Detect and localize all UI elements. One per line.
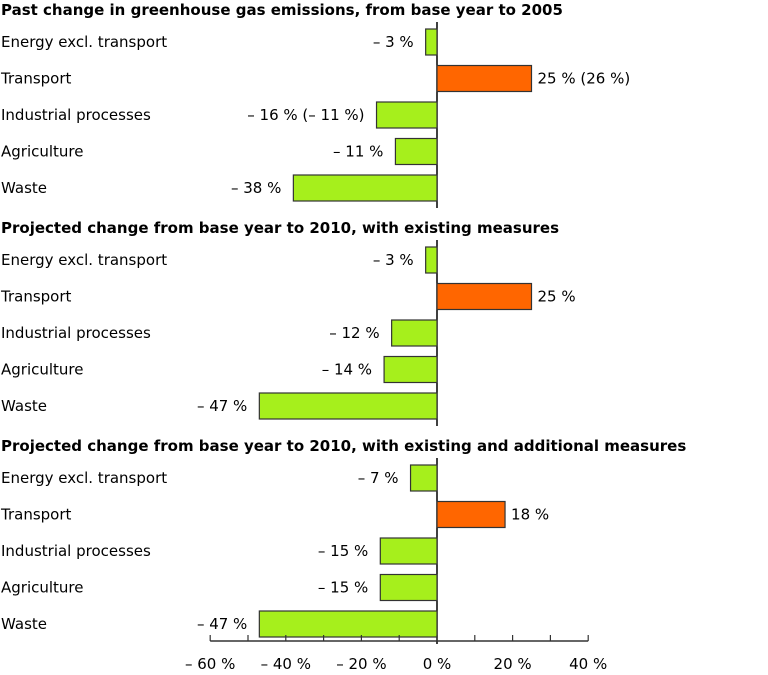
category-label: Industrial processes — [1, 542, 151, 560]
category-label: Agriculture — [1, 361, 84, 379]
bar-waste — [258, 610, 438, 638]
category-label: Energy excl. transport — [1, 251, 167, 269]
panel-title: Projected change from base year to 2010,… — [1, 437, 686, 455]
value-label: 18 % — [511, 506, 549, 524]
x-tick-label: 20 % — [494, 655, 532, 673]
bar-industrial-processes — [375, 101, 438, 129]
category-label: Energy excl. transport — [1, 469, 167, 487]
chart-panels: Past change in greenhouse gas emissions,… — [0, 1, 686, 644]
value-label: – 11 % — [333, 143, 383, 161]
x-tick-label: – 20 % — [336, 655, 386, 673]
category-label: Waste — [1, 179, 47, 197]
bar-energy-excl-transport — [425, 246, 438, 274]
value-label: – 38 % — [231, 179, 281, 197]
value-label: 25 % (26 %) — [538, 70, 631, 88]
panel-2: Projected change from base year to 2010,… — [0, 219, 576, 426]
category-label: Energy excl. transport — [1, 33, 167, 51]
x-tick-label: – 40 % — [261, 655, 311, 673]
bar-agriculture — [383, 355, 438, 384]
bar-transport — [436, 500, 506, 529]
category-label: Waste — [1, 397, 47, 415]
panel-1: Past change in greenhouse gas emissions,… — [0, 1, 630, 208]
bar-waste — [292, 174, 438, 202]
bar-transport — [436, 282, 533, 311]
category-label: Agriculture — [1, 579, 84, 597]
bar-waste — [258, 392, 438, 420]
panel-title: Projected change from base year to 2010,… — [1, 219, 559, 237]
bar-industrial-processes — [379, 537, 438, 565]
value-label: – 15 % — [318, 579, 368, 597]
category-label: Transport — [0, 70, 72, 88]
x-tick-label: 40 % — [569, 655, 607, 673]
category-label: Industrial processes — [1, 106, 151, 124]
category-label: Waste — [1, 615, 47, 633]
value-label: – 16 % (– 11 %) — [247, 106, 364, 124]
x-tick-label: 0 % — [423, 655, 452, 673]
value-label: – 47 % — [197, 615, 247, 633]
value-label: 25 % — [538, 288, 576, 306]
x-axis: – 60 % – 40 % – 20 % 0 % 20 % 40 % — [185, 635, 607, 673]
bar-agriculture — [394, 137, 438, 166]
category-label: Transport — [0, 506, 72, 524]
category-label: Agriculture — [1, 143, 84, 161]
bar-industrial-processes — [391, 319, 438, 347]
bar-energy-excl-transport — [425, 28, 438, 56]
bar-transport — [436, 64, 533, 93]
panel-3: Projected change from base year to 2010,… — [0, 437, 686, 644]
x-tick-label: – 60 % — [185, 655, 235, 673]
value-label: – 7 % — [358, 469, 399, 487]
value-label: – 15 % — [318, 542, 368, 560]
value-label: – 47 % — [197, 397, 247, 415]
value-label: – 3 % — [373, 33, 414, 51]
panel-title: Past change in greenhouse gas emissions,… — [1, 1, 563, 19]
value-label: – 12 % — [329, 324, 379, 342]
value-label: – 14 % — [322, 361, 372, 379]
bar-energy-excl-transport — [409, 464, 438, 492]
category-label: Transport — [0, 288, 72, 306]
bar-agriculture — [379, 573, 438, 602]
value-label: – 3 % — [373, 251, 414, 269]
category-label: Industrial processes — [1, 324, 151, 342]
